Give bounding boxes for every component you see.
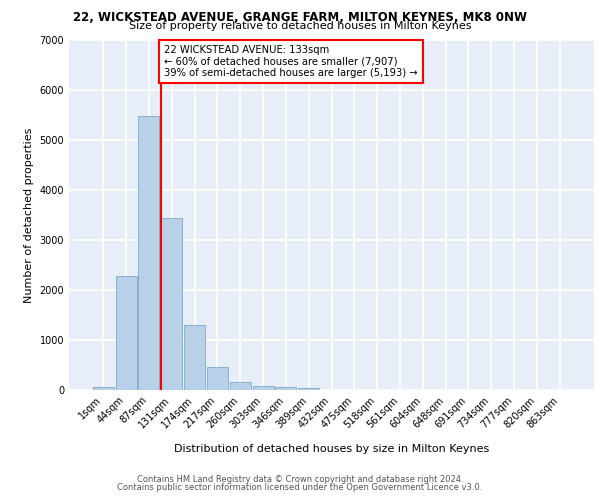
Bar xyxy=(298,388,319,390)
Bar xyxy=(139,116,160,390)
Text: Contains HM Land Registry data © Crown copyright and database right 2024.: Contains HM Land Registry data © Crown c… xyxy=(137,475,463,484)
Bar xyxy=(93,386,114,390)
Bar xyxy=(116,276,137,390)
Bar xyxy=(253,386,274,390)
Text: Size of property relative to detached houses in Milton Keynes: Size of property relative to detached ho… xyxy=(129,21,471,31)
Bar xyxy=(275,386,296,390)
Text: Contains public sector information licensed under the Open Government Licence v3: Contains public sector information licen… xyxy=(118,483,482,492)
Bar xyxy=(161,218,182,390)
X-axis label: Distribution of detached houses by size in Milton Keynes: Distribution of detached houses by size … xyxy=(174,444,489,454)
Bar xyxy=(230,382,251,390)
Text: 22, WICKSTEAD AVENUE, GRANGE FARM, MILTON KEYNES, MK8 0NW: 22, WICKSTEAD AVENUE, GRANGE FARM, MILTO… xyxy=(73,11,527,24)
Y-axis label: Number of detached properties: Number of detached properties xyxy=(24,128,34,302)
Text: 22 WICKSTEAD AVENUE: 133sqm
← 60% of detached houses are smaller (7,907)
39% of : 22 WICKSTEAD AVENUE: 133sqm ← 60% of det… xyxy=(164,45,418,78)
Bar xyxy=(207,366,228,390)
Bar xyxy=(184,324,205,390)
